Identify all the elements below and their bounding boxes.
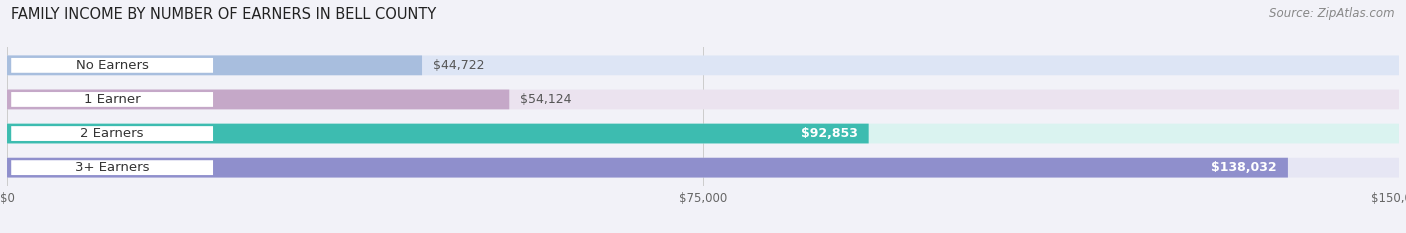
FancyBboxPatch shape xyxy=(7,158,1288,178)
Text: 2 Earners: 2 Earners xyxy=(80,127,143,140)
FancyBboxPatch shape xyxy=(11,126,214,141)
Text: Source: ZipAtlas.com: Source: ZipAtlas.com xyxy=(1270,7,1395,20)
FancyBboxPatch shape xyxy=(7,55,1399,75)
Text: No Earners: No Earners xyxy=(76,59,149,72)
Text: $54,124: $54,124 xyxy=(520,93,572,106)
FancyBboxPatch shape xyxy=(7,89,1399,109)
Text: 1 Earner: 1 Earner xyxy=(84,93,141,106)
Text: $44,722: $44,722 xyxy=(433,59,485,72)
Text: $92,853: $92,853 xyxy=(800,127,858,140)
Text: FAMILY INCOME BY NUMBER OF EARNERS IN BELL COUNTY: FAMILY INCOME BY NUMBER OF EARNERS IN BE… xyxy=(11,7,436,22)
FancyBboxPatch shape xyxy=(7,55,422,75)
FancyBboxPatch shape xyxy=(7,158,1399,178)
FancyBboxPatch shape xyxy=(7,124,869,144)
FancyBboxPatch shape xyxy=(11,160,214,175)
FancyBboxPatch shape xyxy=(7,124,1399,144)
Text: 3+ Earners: 3+ Earners xyxy=(75,161,149,174)
FancyBboxPatch shape xyxy=(11,58,214,73)
FancyBboxPatch shape xyxy=(7,89,509,109)
FancyBboxPatch shape xyxy=(11,92,214,107)
Text: $138,032: $138,032 xyxy=(1211,161,1277,174)
